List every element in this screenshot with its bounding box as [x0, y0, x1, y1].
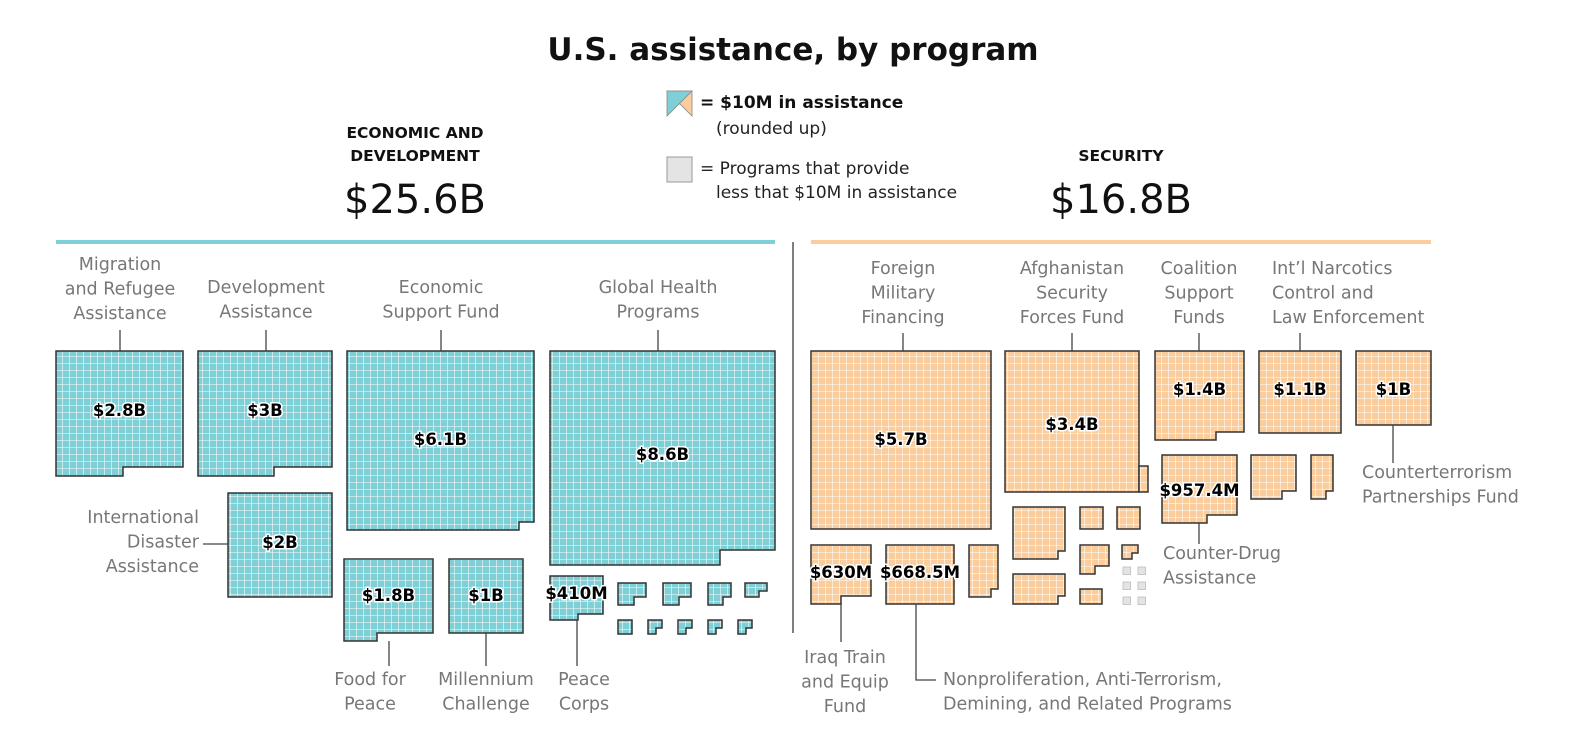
waffle-block-sec-small-9 — [1310, 454, 1334, 500]
program-label-sec-6: Iraq Train and Equip Fund — [801, 648, 889, 717]
value-label-econ-1: $3B — [247, 401, 283, 420]
value-label-sec-3: $1.1B — [1273, 380, 1326, 399]
program-label-econ-7: Peace Corps — [558, 670, 610, 715]
value-label-econ-7: $410M — [545, 584, 607, 603]
value-label-sec-2: $1.4B — [1173, 380, 1226, 399]
small-program-square-2 — [1122, 581, 1131, 590]
legend-small-label-2: less that $10M in assistance — [716, 183, 957, 203]
program-label-econ-4: International Disaster Assistance — [87, 508, 200, 577]
waffle-block-sec-small-1 — [1012, 506, 1066, 560]
waffle-block-sec-small-8 — [1250, 454, 1297, 500]
waffle-block-econ-small-6 — [677, 619, 693, 635]
waffle-block-econ-small-1 — [662, 582, 692, 606]
legend-small-swatch — [666, 156, 693, 183]
leader-lines — [119, 330, 1394, 681]
program-label-sec-3: Int’l Narcotics Control and Law Enforcemen… — [1272, 259, 1424, 328]
waffle-block-econ-small-2 — [707, 582, 732, 606]
waffle-block-econ-0 — [55, 350, 184, 477]
waffle-block-econ-7 — [549, 575, 604, 621]
small-program-square-3 — [1137, 581, 1146, 590]
waffle-block-sec-small-4 — [1116, 506, 1141, 530]
value-label-sec-0: $5.7B — [874, 430, 927, 449]
value-label-econ-0: $2.8B — [93, 401, 146, 420]
legend-unit-note: (rounded up) — [716, 119, 827, 139]
waffle-block-sec-0 — [810, 350, 992, 530]
program-label-sec-7: Nonproliferation, Anti-Terrorism, Deminin… — [943, 670, 1232, 715]
waffle-block-sec-small-2 — [1012, 573, 1066, 605]
waffle-block-sec-small-6 — [1121, 544, 1139, 560]
small-program-square-5 — [1137, 596, 1146, 605]
program-label-sec-0: Foreign Military Financing — [861, 259, 944, 328]
waffle-block-econ-5 — [343, 558, 434, 642]
waffle-block-sec-3 — [1258, 350, 1342, 434]
waffle-block-sec-4 — [1355, 350, 1432, 426]
program-label-econ-6: Millennium Challenge — [438, 670, 534, 715]
program-label-econ-1: Development Assistance — [207, 278, 325, 323]
program-label-sec-2: Coalition Support Funds — [1161, 259, 1238, 328]
waffle-block-sec-5 — [1161, 454, 1238, 524]
economic-section-name-1: ECONOMIC AND — [346, 124, 483, 142]
program-label-sec-1: Afghanistan Security Forces Fund — [1020, 259, 1124, 328]
value-label-econ-4: $2B — [262, 533, 298, 552]
value-label-sec-1: $3.4B — [1045, 415, 1098, 434]
waffle-block-sec-2 — [1154, 350, 1245, 441]
waffle-block-econ-3 — [549, 350, 776, 566]
waffle-block-sec-small-7 — [1079, 588, 1103, 605]
waffle-block-econ-4 — [227, 492, 333, 598]
value-label-sec-6: $630M — [810, 563, 872, 582]
program-label-sec-4: Counterterrorism Partnerships Fund — [1362, 463, 1519, 508]
legend: = $10M in assistance (rounded up) = Prog… — [666, 90, 957, 203]
value-label-econ-5: $1.8B — [362, 586, 415, 605]
value-label-sec-7: $668.5M — [880, 563, 960, 582]
waffle-block-sec-small-3 — [1079, 506, 1104, 530]
leader-sec-7 — [915, 604, 936, 681]
waffle-block-econ-small-5 — [647, 619, 663, 635]
economic-section-name-2: DEVELOPMENT — [350, 147, 480, 165]
value-label-sec-4: $1B — [1376, 380, 1412, 399]
waffle-block-econ-small-4 — [617, 619, 633, 635]
value-label-sec-5: $957.4M — [1159, 481, 1239, 500]
waffle-blocks — [55, 350, 1432, 642]
legend-unit-swatch-economic — [666, 90, 693, 117]
program-label-econ-3: Global Health Programs — [599, 278, 718, 323]
waffle-block-econ-1 — [197, 350, 333, 477]
waffle-block-econ-small-3 — [744, 582, 768, 598]
waffle-block-sec-afghanistan-ext — [1138, 465, 1149, 493]
waffle-block-sec-small-0 — [968, 544, 999, 598]
security-section-name: SECURITY — [1078, 147, 1164, 165]
waffle-block-econ-small-0 — [617, 582, 647, 606]
program-label-econ-0: Migration and Refugee Assistance — [65, 255, 176, 324]
program-label-econ-2: Economic Support Fund — [382, 278, 499, 323]
value-label-econ-3: $8.6B — [636, 445, 689, 464]
legend-unit-label: = $10M in assistance — [700, 93, 903, 113]
economic-section-total: $25.6B — [344, 177, 486, 223]
waffle-block-econ-2 — [346, 350, 535, 531]
waffle-block-econ-6 — [448, 558, 524, 634]
waffle-block-econ-small-8 — [737, 619, 753, 635]
small-program-square-1 — [1137, 566, 1146, 575]
waffle-block-econ-small-7 — [707, 619, 723, 635]
waffle-block-sec-6 — [810, 544, 872, 605]
waffle-block-sec-7 — [885, 544, 955, 605]
small-program-square-0 — [1122, 566, 1131, 575]
chart-title: U.S. assistance, by program — [547, 32, 1038, 68]
value-label-econ-2: $6.1B — [414, 430, 467, 449]
waffle-block-sec-small-5 — [1079, 544, 1110, 575]
legend-small-label-1: = Programs that provide — [700, 159, 909, 179]
security-section-total: $16.8B — [1050, 177, 1192, 223]
program-label-sec-5: Counter-Drug Assistance — [1163, 544, 1281, 589]
program-label-econ-5: Food for Peace — [334, 670, 406, 715]
small-program-square-4 — [1122, 596, 1131, 605]
program-labels: $2.8B Migration and Refugee Assistance $3B De… — [65, 255, 1519, 717]
value-label-econ-6: $1B — [468, 586, 504, 605]
